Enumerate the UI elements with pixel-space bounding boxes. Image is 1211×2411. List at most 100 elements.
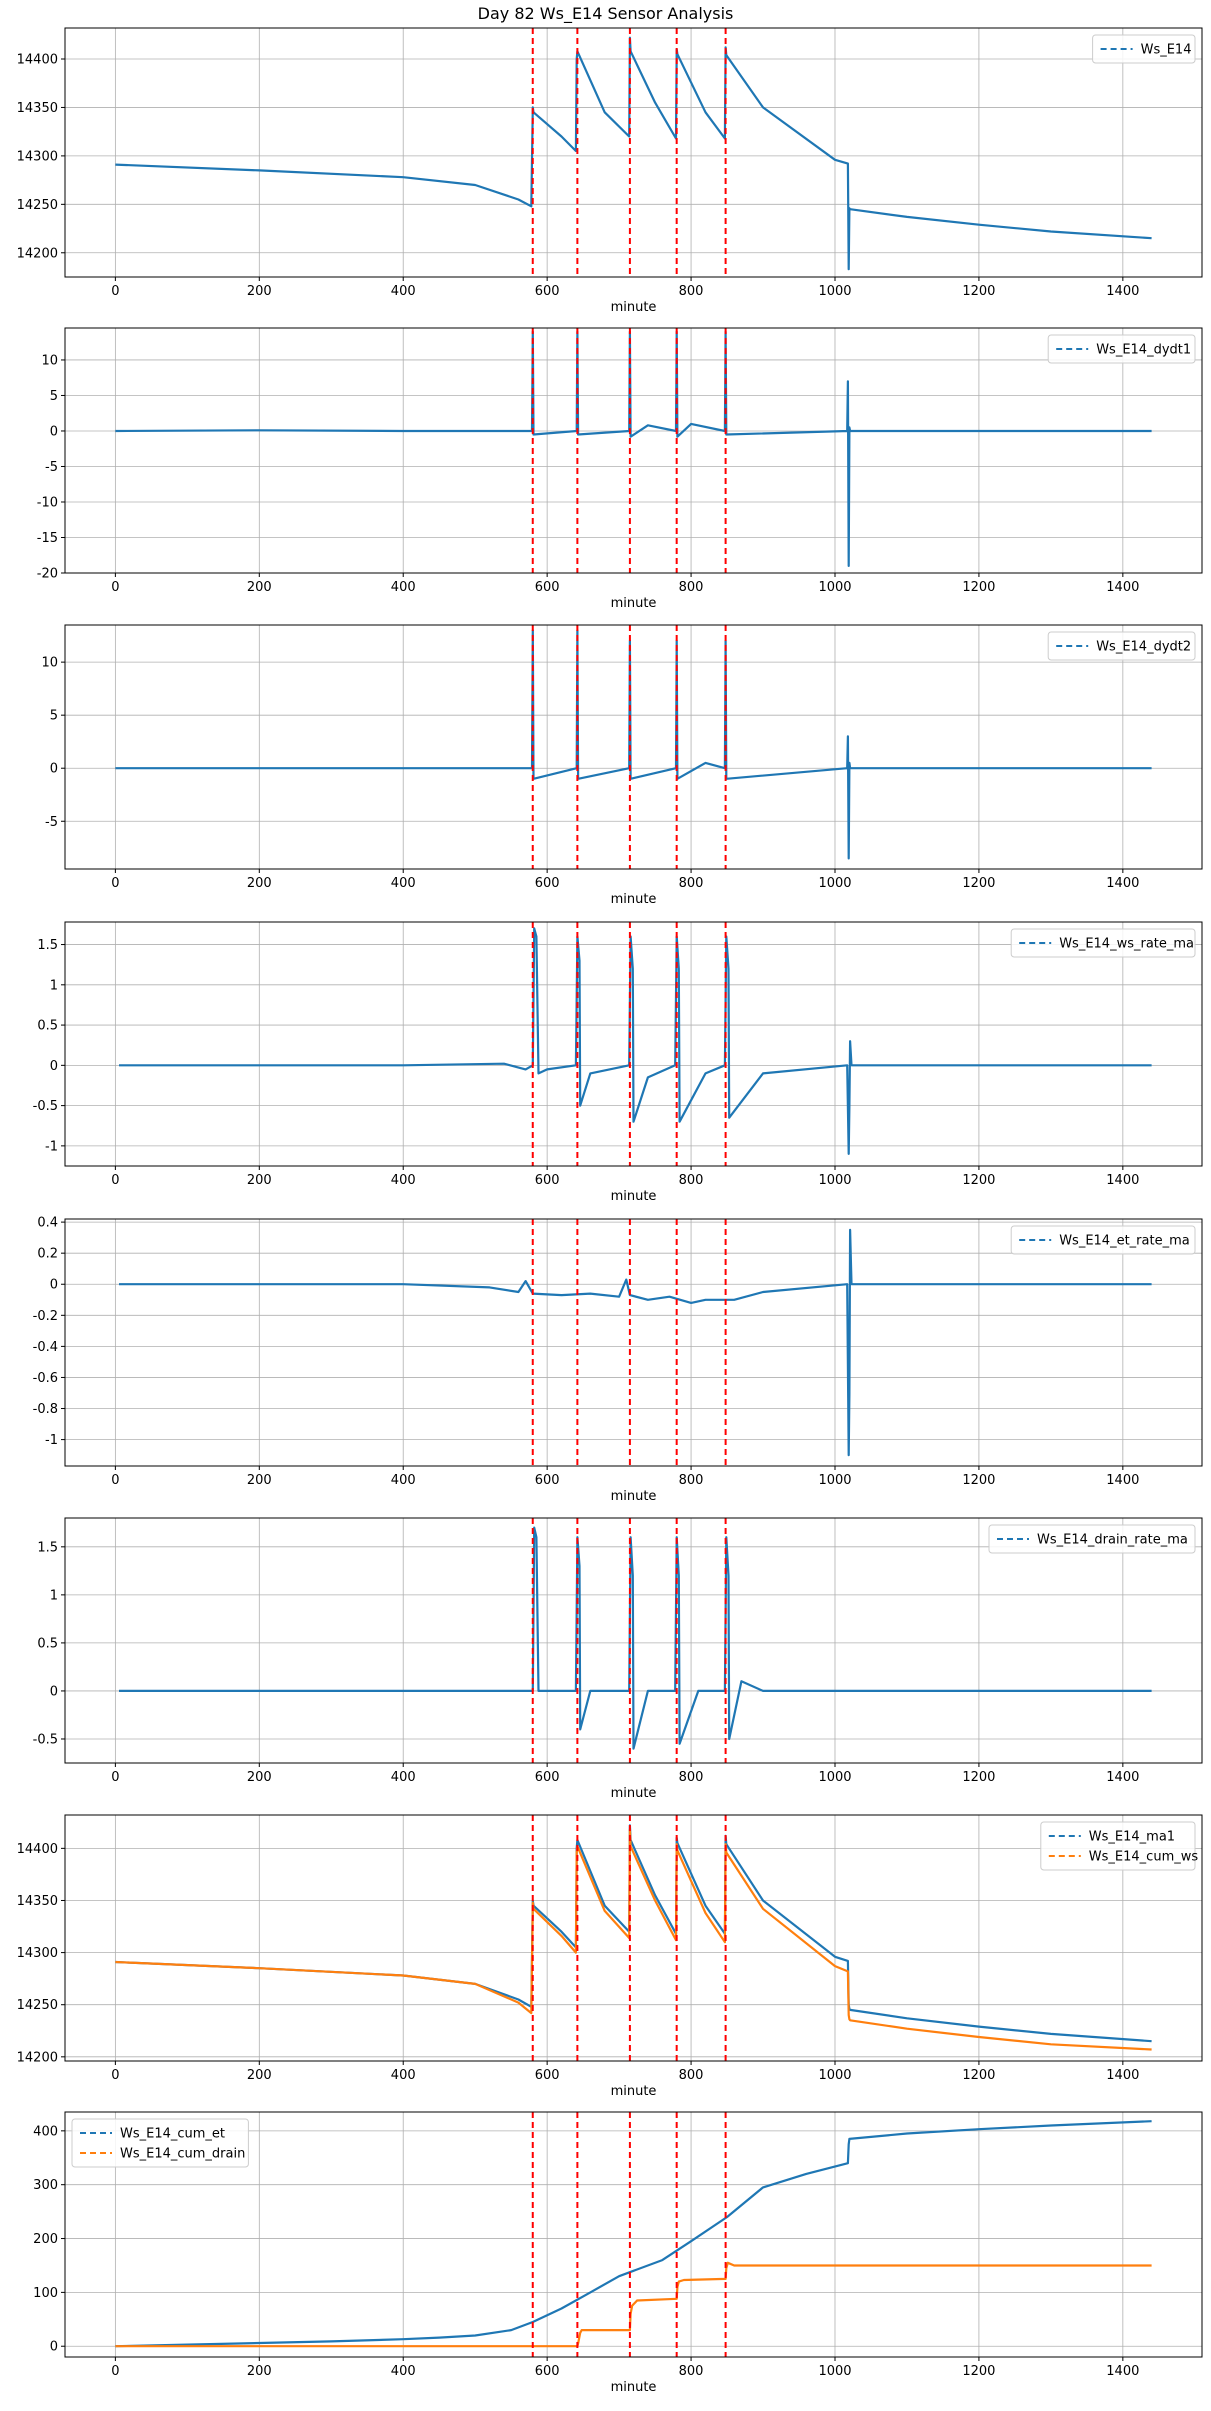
x-axis-label: minute [611, 2380, 657, 2395]
legend-box [71, 2118, 249, 2168]
x-tick-label: 1400 [1106, 2364, 1139, 2379]
x-axis-label: minute [611, 1489, 657, 1504]
x-tick-label: 1000 [818, 1770, 851, 1785]
axes-frame [64, 624, 1203, 870]
x-axis-label: minute [611, 1786, 657, 1801]
legend-label: Ws_E14_ws_rate_ma [1059, 937, 1194, 952]
axes-frame [64, 1218, 1203, 1467]
subplot-7: 0 200 400 600 800 1000 1200 1400 14200 14250 14300… [17, 1814, 1203, 2099]
legend-box [1010, 1225, 1196, 1255]
y-tick-label: -1 [45, 1139, 58, 1154]
x-tick-label: 200 [247, 580, 272, 595]
x-tick-label: 1000 [818, 876, 851, 891]
y-tick-label: -0.5 [33, 1732, 58, 1747]
x-tick-label: 1000 [818, 1473, 851, 1488]
legend: Ws_E14_et_rate_ma [1010, 1225, 1196, 1255]
y-tick-label: -0.2 [33, 1309, 58, 1324]
x-tick-label: 200 [247, 876, 272, 891]
x-tick-label: 200 [247, 2068, 272, 2083]
y-tick-label: -20 [37, 567, 58, 582]
x-tick-label: 200 [247, 1173, 272, 1188]
x-tick-label: 600 [535, 1770, 560, 1785]
x-tick-label: 0 [111, 580, 119, 595]
y-tick-label: 14350 [17, 101, 58, 116]
y-tick-label: 1.5 [37, 1540, 58, 1555]
legend: Ws_E14_ws_rate_ma [1010, 928, 1196, 958]
x-tick-label: 0 [111, 2364, 119, 2379]
series-line-Ws_E14_ws_rate_ma [119, 927, 1152, 1156]
axes-frame [64, 921, 1203, 1167]
y-tick-label: 10 [41, 353, 58, 368]
x-tick-label: 200 [247, 2364, 272, 2379]
x-tick-label: 600 [535, 1173, 560, 1188]
y-tick-label: 10 [41, 656, 58, 671]
y-tick-label: 14250 [17, 1998, 58, 2013]
x-tick-label: 1000 [818, 580, 851, 595]
x-tick-label: 0 [111, 876, 119, 891]
subplot-8: 0 200 400 600 800 1000 1200 1400 0 100 200 300 400 mi… [33, 2111, 1203, 2395]
x-axis-label: minute [611, 2084, 657, 2099]
x-tick-label: 1200 [962, 1173, 995, 1188]
x-tick-label: 1200 [962, 580, 995, 595]
x-tick-label: 400 [391, 284, 416, 299]
y-tick-label: 14350 [17, 1894, 58, 1909]
subplot-6: 0 200 400 600 800 1000 1200 1400 -0.5 0 0.5 1 1.5 min… [33, 1517, 1203, 1801]
x-tick-label: 600 [535, 876, 560, 891]
legend: Ws_E14_drain_rate_ma [988, 1524, 1196, 1554]
x-axis-label: minute [611, 1189, 657, 1204]
axes-frame [64, 1814, 1203, 2062]
x-tick-label: 800 [679, 1173, 704, 1188]
y-tick-label: 14400 [17, 1842, 58, 1857]
x-tick-label: 1400 [1106, 580, 1139, 595]
legend-label: Ws_E14_dydt1 [1096, 343, 1191, 358]
x-tick-label: 1200 [962, 284, 995, 299]
series-line-Ws_E14_cum_ws [115, 1828, 1152, 2051]
series-line-Ws_E14_dydt2 [115, 629, 1152, 860]
x-tick-label: 600 [535, 284, 560, 299]
y-tick-label: 1 [50, 1588, 58, 1603]
x-tick-label: 1000 [818, 284, 851, 299]
y-tick-label: 5 [50, 709, 58, 724]
legend-label: Ws_E14_cum_ws [1089, 1850, 1199, 1865]
x-tick-label: 1000 [818, 2068, 851, 2083]
x-tick-label: 1200 [962, 2364, 995, 2379]
x-tick-label: 1200 [962, 1770, 995, 1785]
axes-frame [64, 2111, 1203, 2358]
x-tick-label: 400 [391, 1770, 416, 1785]
legend: Ws_E14_ma1 Ws_E14_cum_ws [1040, 1821, 1199, 1871]
x-tick-label: 400 [391, 876, 416, 891]
series-line-Ws_E14_drain_rate_ma [119, 1526, 1152, 1750]
x-tick-label: 600 [535, 1473, 560, 1488]
y-tick-label: -5 [45, 460, 58, 475]
subplot-3: 0 200 400 600 800 1000 1200 1400 -5 0 5 10 minute Ws_… [41, 624, 1203, 907]
x-tick-label: 1400 [1106, 2068, 1139, 2083]
series-line-Ws_E14_dydt1 [115, 330, 1152, 568]
legend-label: Ws_E14_et_rate_ma [1059, 1234, 1190, 1249]
x-axis-label: minute [611, 596, 657, 611]
legend-label: Ws_E14 [1141, 43, 1192, 58]
y-tick-label: 0 [50, 424, 58, 439]
x-tick-label: 0 [111, 1173, 119, 1188]
legend: Ws_E14 [1092, 34, 1196, 64]
x-tick-label: 1400 [1106, 284, 1139, 299]
y-tick-label: -0.4 [33, 1340, 58, 1355]
x-tick-label: 600 [535, 2068, 560, 2083]
x-tick-label: 400 [391, 2068, 416, 2083]
x-tick-label: 800 [679, 1770, 704, 1785]
y-tick-label: 100 [33, 2286, 58, 2301]
subplot-1: 0 200 400 600 800 1000 1200 1400 14200 14250 14300… [17, 27, 1203, 315]
x-axis-label: minute [611, 300, 657, 315]
legend-box [1092, 34, 1196, 64]
y-tick-label: -0.8 [33, 1402, 58, 1417]
legend-label: Ws_E14_dydt2 [1096, 640, 1191, 655]
legend-box [1010, 928, 1196, 958]
legend-box [988, 1524, 1196, 1554]
y-tick-label: -10 [37, 495, 58, 510]
x-tick-label: 1400 [1106, 1770, 1139, 1785]
x-tick-label: 1200 [962, 876, 995, 891]
x-tick-label: 0 [111, 2068, 119, 2083]
x-tick-label: 400 [391, 1473, 416, 1488]
x-tick-label: 0 [111, 1473, 119, 1488]
x-tick-label: 400 [391, 1173, 416, 1188]
